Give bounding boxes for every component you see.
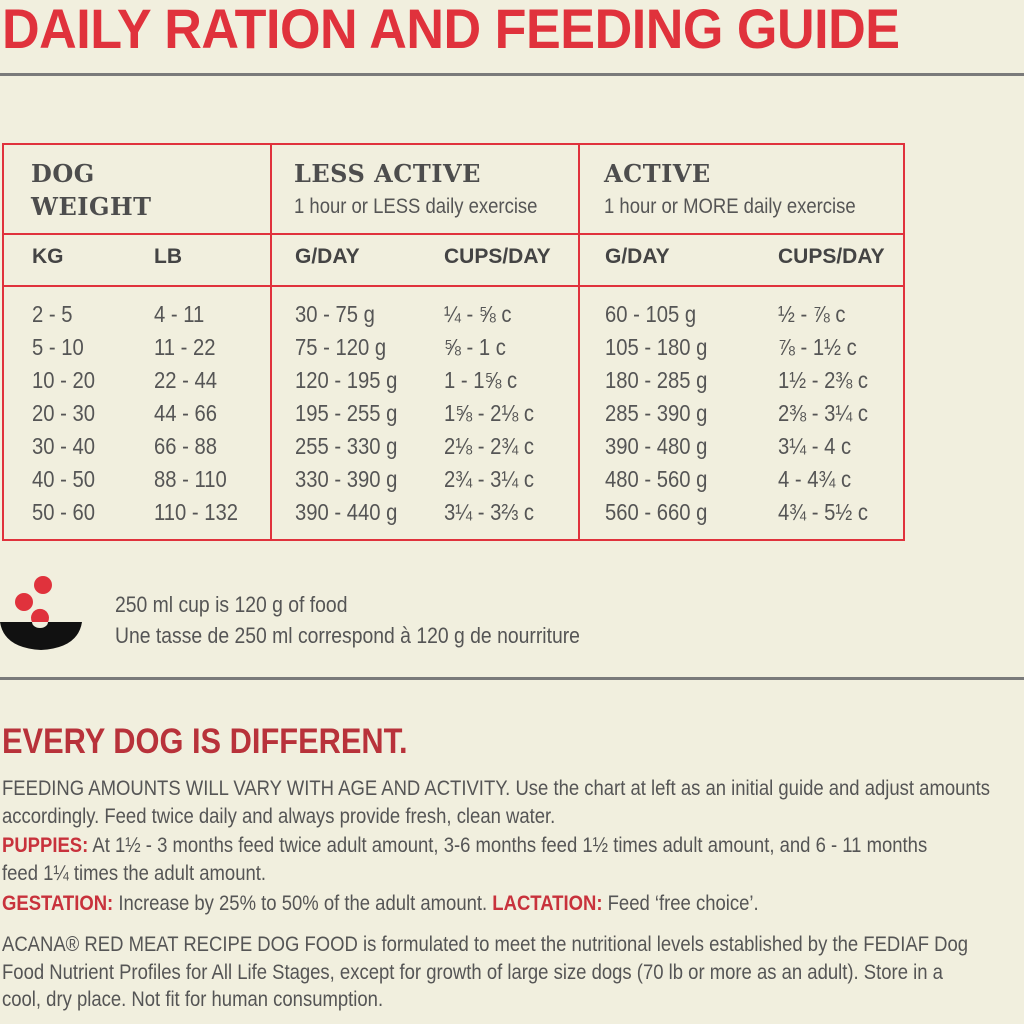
table-cell: ¼ - ⅝ c bbox=[444, 301, 512, 327]
column-divider bbox=[578, 145, 580, 539]
table-cell: 40 - 50 bbox=[32, 466, 96, 492]
table-cell: 390 - 480 g bbox=[605, 433, 708, 459]
body-text: cool, dry place. Not fit for human consu… bbox=[2, 988, 384, 1011]
table-cell: 30 - 40 bbox=[32, 433, 96, 459]
label-text: PUPPIES: bbox=[2, 834, 89, 857]
table-cell: 20 - 30 bbox=[32, 400, 96, 426]
table-cell: 30 - 75 g bbox=[295, 301, 375, 327]
row-divider bbox=[4, 233, 903, 235]
body-text-line: cool, dry place. Not fit for human consu… bbox=[2, 988, 435, 1012]
column-header: G/DAY bbox=[605, 245, 670, 268]
body-text: feed 1¼ times the adult amount. bbox=[2, 862, 267, 885]
table-cell: 560 - 660 g bbox=[605, 499, 708, 525]
column-divider bbox=[270, 145, 272, 539]
table-cell: 4¾ - 5½ c bbox=[778, 499, 869, 525]
feeding-table: DOG WEIGHT LESS ACTIVE 1 hour or LESS dai… bbox=[2, 143, 905, 541]
table-cell: ⅝ - 1 c bbox=[444, 334, 506, 360]
table-cell: 11 - 22 bbox=[154, 334, 216, 360]
body-text: Food Nutrient Profiles for All Life Stag… bbox=[2, 961, 943, 984]
cup-note-french: Une tasse de 250 ml correspond à 120 g d… bbox=[115, 623, 580, 648]
label-text: LACTATION: bbox=[492, 892, 603, 915]
body-text: accordingly. Feed twice daily and always… bbox=[2, 805, 556, 828]
body-text-line: GESTATION: Increase by 25% to 50% of the… bbox=[2, 892, 862, 916]
group-header-active: ACTIVE bbox=[604, 159, 711, 188]
page-title: DAILY RATION AND FEEDING GUIDE bbox=[2, 0, 900, 60]
body-text: FEEDING AMOUNTS WILL VARY WITH AGE AND A… bbox=[2, 777, 991, 800]
table-cell: 4 - 4¾ c bbox=[778, 466, 852, 492]
column-header: LB bbox=[154, 245, 182, 268]
table-cell: 480 - 560 g bbox=[605, 466, 708, 492]
table-cell: 2¾ - 3¼ c bbox=[444, 466, 535, 492]
body-text: Feed ‘free choice’. bbox=[602, 892, 759, 915]
table-cell: 3¼ - 3⅔ c bbox=[444, 499, 535, 525]
table-cell: 255 - 330 g bbox=[295, 433, 398, 459]
table-cell: 75 - 120 g bbox=[295, 334, 387, 360]
body-text-line: feed 1¼ times the adult amount. bbox=[2, 862, 302, 886]
table-cell: 2⅛ - 2¾ c bbox=[444, 433, 535, 459]
table-cell: 105 - 180 g bbox=[605, 334, 708, 360]
table-cell: 3¼ - 4 c bbox=[778, 433, 852, 459]
group-header-less-active: LESS ACTIVE bbox=[294, 159, 481, 188]
table-cell: 195 - 255 g bbox=[295, 400, 398, 426]
table-cell: 1⅝ - 2⅛ c bbox=[444, 400, 535, 426]
table-cell: 22 - 44 bbox=[154, 367, 218, 393]
table-cell: 2 - 5 bbox=[32, 301, 73, 327]
table-cell: 110 - 132 bbox=[154, 499, 239, 525]
table-cell: ⅞ - 1½ c bbox=[778, 334, 857, 360]
table-cell: 44 - 66 bbox=[154, 400, 218, 426]
group-header-dog-weight: DOG WEIGHT bbox=[31, 159, 152, 221]
bowl-icon bbox=[0, 576, 82, 652]
table-cell: 66 - 88 bbox=[154, 433, 218, 459]
label-text: GESTATION: bbox=[2, 892, 114, 915]
group-subtitle-less-active: 1 hour or LESS daily exercise bbox=[294, 195, 538, 218]
body-text-line: ACANA® RED MEAT RECIPE DOG FOOD is formu… bbox=[2, 933, 1024, 957]
table-cell: 2⅜ - 3¼ c bbox=[778, 400, 869, 426]
table-cell: 120 - 195 g bbox=[295, 367, 398, 393]
table-cell: 390 - 440 g bbox=[295, 499, 398, 525]
divider bbox=[0, 677, 1024, 680]
table-cell: 1 - 1⅝ c bbox=[444, 367, 518, 393]
row-divider bbox=[4, 285, 903, 287]
column-header: CUPS/DAY bbox=[778, 245, 885, 268]
section-heading: EVERY DOG IS DIFFERENT. bbox=[2, 722, 408, 761]
table-cell: 5 - 10 bbox=[32, 334, 84, 360]
column-header: CUPS/DAY bbox=[444, 245, 551, 268]
body-text: Increase by 25% to 50% of the adult amou… bbox=[113, 892, 493, 915]
table-cell: 50 - 60 bbox=[32, 499, 96, 525]
body-text-line: Food Nutrient Profiles for All Life Stag… bbox=[2, 961, 1024, 985]
group-subtitle-active: 1 hour or MORE daily exercise bbox=[604, 195, 856, 218]
table-cell: 180 - 285 g bbox=[605, 367, 708, 393]
divider bbox=[0, 73, 1024, 76]
table-cell: 1½ - 2⅜ c bbox=[778, 367, 869, 393]
column-header: G/DAY bbox=[295, 245, 360, 268]
body-text: At 1½ - 3 months feed twice adult amount… bbox=[88, 834, 928, 857]
body-text-line: accordingly. Feed twice daily and always… bbox=[2, 805, 631, 829]
body-text-line: FEEDING AMOUNTS WILL VARY WITH AGE AND A… bbox=[2, 777, 1024, 801]
table-cell: 10 - 20 bbox=[32, 367, 96, 393]
table-cell: 330 - 390 g bbox=[295, 466, 398, 492]
table-cell: 285 - 390 g bbox=[605, 400, 708, 426]
cup-note-english: 250 ml cup is 120 g of food bbox=[115, 592, 348, 617]
table-cell: ½ - ⅞ c bbox=[778, 301, 846, 327]
body-text-line: PUPPIES: At 1½ - 3 months feed twice adu… bbox=[2, 834, 1024, 858]
table-cell: 4 - 11 bbox=[154, 301, 205, 327]
column-header: KG bbox=[32, 245, 64, 268]
body-text: ACANA® RED MEAT RECIPE DOG FOOD is formu… bbox=[2, 933, 969, 956]
table-cell: 88 - 110 bbox=[154, 466, 227, 492]
table-cell: 60 - 105 g bbox=[605, 301, 697, 327]
